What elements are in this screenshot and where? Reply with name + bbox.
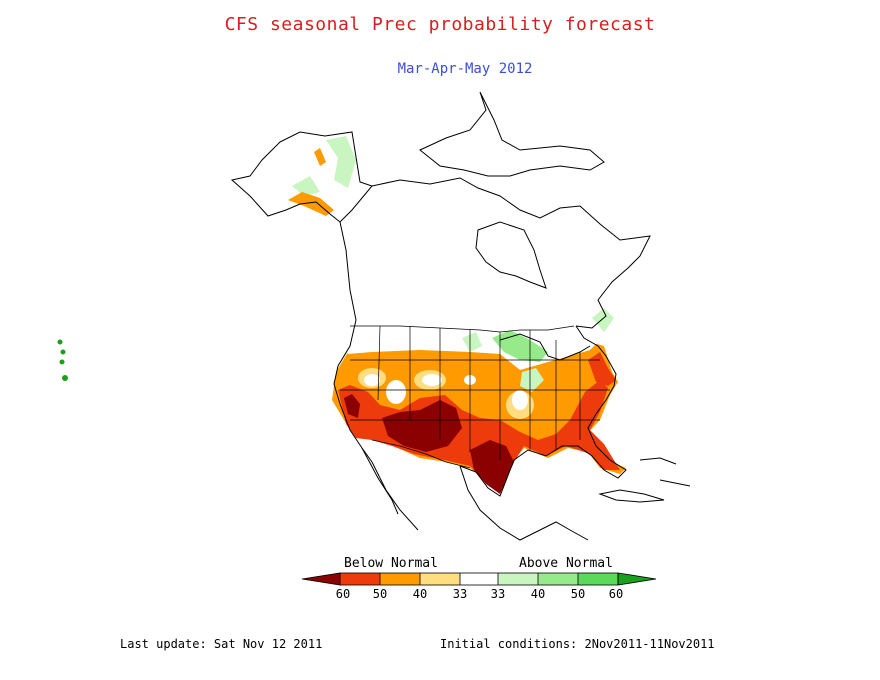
baja-california — [361, 447, 399, 515]
above-normal-33-minnesota — [462, 332, 482, 352]
above-normal-33-alaska-west — [292, 176, 320, 196]
us-canada-border — [350, 325, 575, 333]
normal-patch — [364, 374, 380, 386]
normal-patch — [422, 374, 442, 386]
hawaii-islands — [57, 339, 68, 381]
below-normal-40-region — [332, 342, 626, 490]
legend-below-normal-label: Below Normal — [344, 556, 438, 571]
above-normal-33-ohio — [520, 368, 544, 392]
colorbar-left-arrow — [302, 573, 340, 585]
map-subtitle: Mar-Apr-May 2012 — [397, 61, 533, 77]
colorbar-tick-label: 50 — [373, 587, 387, 601]
colorbar-segment-above-33 — [498, 573, 538, 585]
colorbar-segment-above-50 — [578, 573, 618, 585]
legend-above-normal-label: Above Normal — [519, 556, 613, 571]
hudson-bay — [475, 221, 547, 289]
below-normal-alaska-south — [288, 192, 334, 216]
normal-patch — [386, 380, 406, 404]
west-coast — [333, 221, 419, 531]
below-normal-50-region — [338, 380, 620, 492]
above-normal-33-alaska — [326, 136, 356, 188]
colorbar-segment-below-50 — [340, 573, 380, 585]
caribbean-islands — [639, 457, 691, 487]
us-mexico-border — [371, 439, 471, 469]
colorbar-tick-label: 40 — [413, 587, 427, 601]
legend-colorbar: 60 50 40 33 33 40 50 60 — [301, 572, 657, 601]
state-boundaries — [340, 325, 610, 469]
colorbar-segment-below-40 — [380, 573, 420, 585]
coastlines — [230, 91, 691, 541]
colorbar-segment-below-33 — [420, 573, 460, 585]
colorbar-segment-normal — [460, 573, 498, 585]
canada-arctic-coast — [371, 177, 651, 329]
normal-patch — [512, 390, 528, 410]
mexico-coast — [459, 465, 589, 541]
last-update-text: Last update: Sat Nov 12 2011 — [120, 637, 323, 651]
below-normal-alaska-north — [314, 148, 326, 166]
arctic-islands — [419, 91, 605, 177]
below-normal-60-texas — [470, 440, 514, 494]
colorbar-segment-above-40 — [538, 573, 578, 585]
colorbar-right-arrow — [618, 573, 656, 585]
below-normal-50-east-coast — [588, 352, 616, 386]
colorbar-tick-label: 60 — [336, 587, 350, 601]
map-title: CFS seasonal Prec probability forecast — [224, 14, 656, 35]
colorbar-tick-label: 33 — [491, 587, 505, 601]
north-america-precipitation-map — [57, 91, 691, 541]
east-coast — [459, 325, 627, 497]
alaska-outline — [230, 131, 373, 223]
above-normal-33-northeast — [592, 308, 614, 332]
colorbar-tick-label: 60 — [609, 587, 623, 601]
initial-conditions-text: Initial conditions: 2Nov2011-11Nov2011 — [440, 637, 715, 651]
colorbar-tick-label: 50 — [571, 587, 585, 601]
below-normal-60-southwest — [382, 400, 462, 452]
below-normal-60-california — [344, 394, 360, 418]
colorbar-tick-label: 40 — [531, 587, 545, 601]
colorbar-tick-label: 33 — [453, 587, 467, 601]
state-lines — [340, 325, 610, 460]
cuba — [598, 489, 665, 503]
